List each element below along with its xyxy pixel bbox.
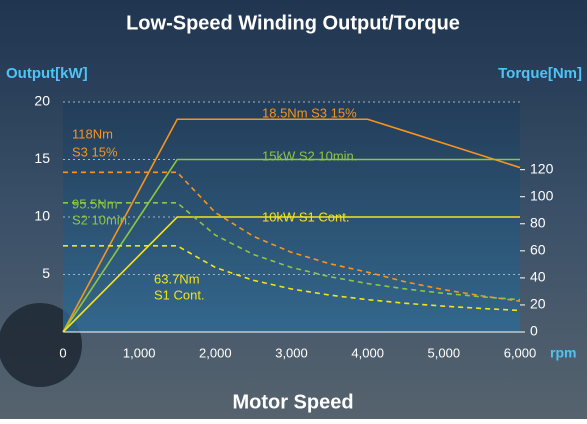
- x-tick-label: 0: [59, 345, 66, 360]
- annotation: S2 10min.: [72, 212, 131, 227]
- y2-tick-label: 100: [530, 187, 554, 203]
- decoration: [0, 303, 82, 387]
- x-unit: rpm: [550, 345, 576, 361]
- annotation: 18.5Nm S3 15%: [262, 105, 357, 120]
- annotation: 63.7Nm: [154, 271, 200, 286]
- x-tick-label: 2,000: [199, 345, 232, 360]
- torque-line: [63, 201, 521, 301]
- y-tick-label: 15: [34, 150, 50, 166]
- chart-title: Low-Speed Winding Output/Torque: [126, 12, 460, 34]
- annotation: 95.5Nm: [72, 196, 118, 211]
- torque-line: [63, 171, 521, 302]
- y2-tick-label: 0: [530, 323, 538, 339]
- x-tick-label: 6,000: [504, 345, 537, 360]
- y-tick-label: 5: [42, 265, 50, 281]
- x-tick-label: 4,000: [351, 345, 384, 360]
- y2-tick-label: 80: [530, 214, 546, 230]
- x-tick-label: 3,000: [275, 345, 308, 360]
- output-line: [62, 118, 521, 333]
- output-line: [62, 158, 520, 333]
- x-tick-label: 1,000: [123, 345, 156, 360]
- x-axis-label: Motor Speed: [232, 391, 353, 413]
- y2-tick-label: 20: [530, 296, 546, 312]
- y-tick-label: 20: [34, 93, 50, 109]
- y2-tick-label: 60: [530, 242, 546, 258]
- output-line: [62, 216, 520, 333]
- annotation: 10kW S1 Cont.: [262, 209, 349, 224]
- y2-tick-label: 40: [530, 269, 546, 285]
- annotation: 15kW S2 10min.: [262, 148, 357, 163]
- y2-tick-label: 120: [530, 160, 554, 176]
- y-tick-label: 10: [34, 208, 50, 224]
- annotation: 118Nm: [72, 126, 113, 141]
- y-axis-label: Output[kW]: [6, 65, 88, 82]
- y2-axis-label: Torque[Nm]: [498, 65, 582, 82]
- annotation: S1 Cont.: [154, 287, 205, 302]
- annotation: S3 15%: [72, 144, 118, 159]
- x-tick-label: 5,000: [428, 345, 461, 360]
